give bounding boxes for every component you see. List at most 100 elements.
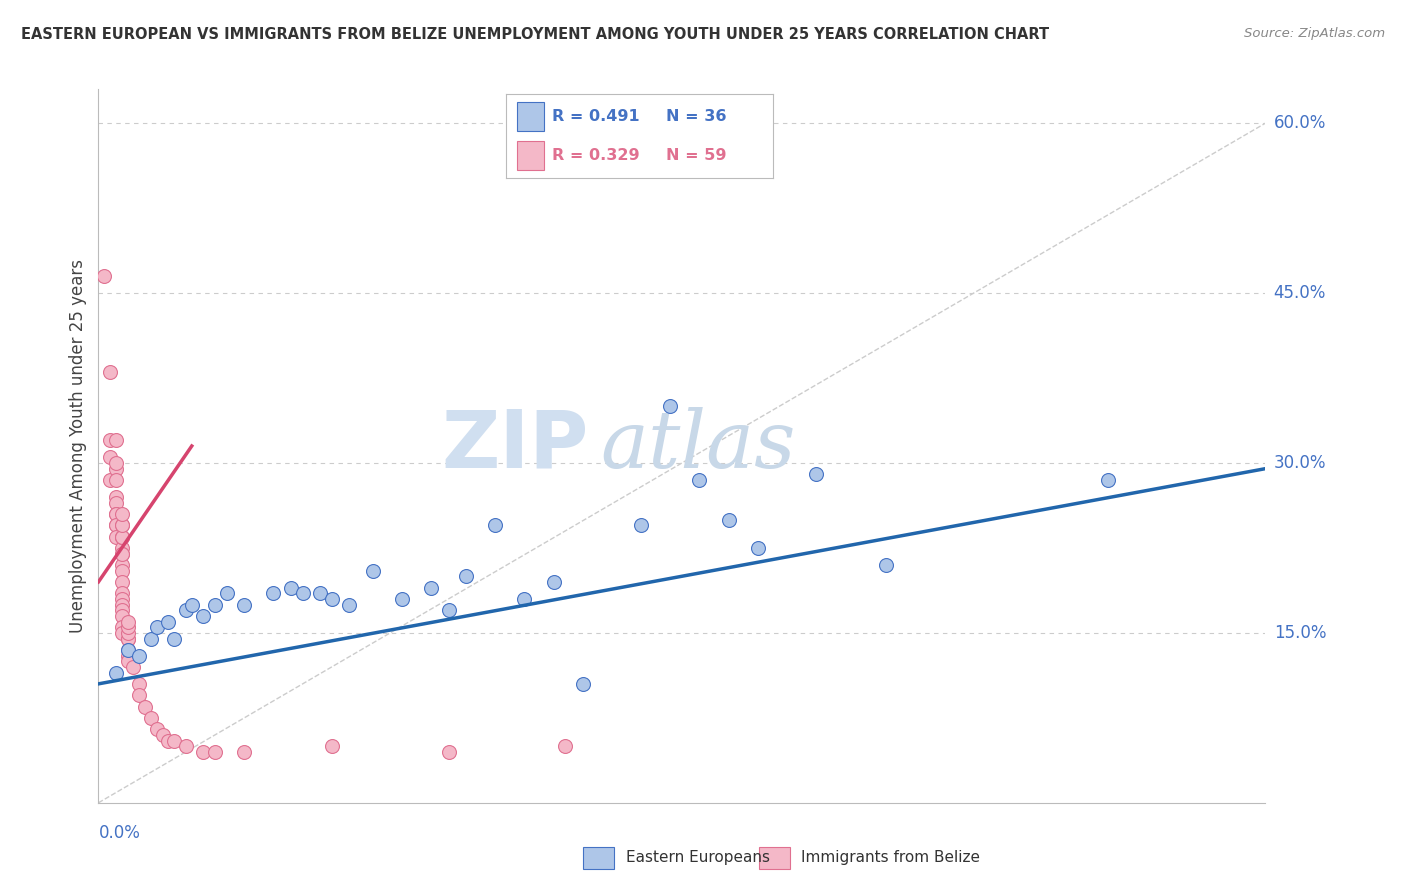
Text: atlas: atlas	[600, 408, 796, 484]
Point	[104, 461, 127, 475]
Point	[104, 665, 127, 680]
Point	[98, 450, 121, 465]
Point	[104, 495, 127, 509]
Point	[111, 603, 134, 617]
Point	[104, 456, 127, 470]
Point	[139, 711, 162, 725]
Point	[104, 473, 127, 487]
Point	[117, 632, 139, 646]
Point	[630, 518, 652, 533]
Point	[391, 591, 413, 606]
Point	[98, 365, 121, 379]
Point	[420, 581, 443, 595]
Bar	[517, 141, 544, 169]
Point	[204, 745, 226, 759]
Point	[193, 745, 215, 759]
Text: EASTERN EUROPEAN VS IMMIGRANTS FROM BELIZE UNEMPLOYMENT AMONG YOUTH UNDER 25 YEA: EASTERN EUROPEAN VS IMMIGRANTS FROM BELI…	[21, 27, 1049, 42]
Point	[111, 574, 134, 589]
Point	[554, 739, 576, 754]
Point	[111, 547, 134, 561]
Point	[111, 564, 134, 578]
Point	[174, 739, 197, 754]
Point	[104, 434, 127, 448]
Point	[747, 541, 769, 555]
Text: 0.0%: 0.0%	[98, 824, 141, 842]
Point	[104, 507, 127, 521]
Point	[875, 558, 897, 572]
Point	[215, 586, 238, 600]
Point	[262, 586, 284, 600]
Point	[309, 586, 332, 600]
Point	[111, 598, 134, 612]
Text: Eastern Europeans: Eastern Europeans	[626, 850, 769, 865]
Point	[117, 654, 139, 668]
Point	[174, 603, 197, 617]
Point	[122, 660, 145, 674]
Point	[321, 739, 343, 754]
Text: 45.0%: 45.0%	[1274, 284, 1326, 302]
Point	[513, 591, 536, 606]
Point	[437, 745, 460, 759]
Text: 15.0%: 15.0%	[1274, 624, 1326, 642]
Point	[117, 620, 139, 634]
Point	[111, 518, 134, 533]
Point	[111, 626, 134, 640]
Point	[111, 608, 134, 623]
Point	[659, 400, 682, 414]
Point	[571, 677, 593, 691]
Point	[146, 620, 169, 634]
Point	[337, 598, 360, 612]
Point	[280, 581, 302, 595]
Text: 30.0%: 30.0%	[1274, 454, 1326, 472]
Point	[128, 648, 150, 663]
Point	[104, 530, 127, 544]
Point	[104, 518, 127, 533]
Point	[437, 603, 460, 617]
Text: 60.0%: 60.0%	[1274, 114, 1326, 132]
Point	[163, 632, 186, 646]
Point	[111, 507, 134, 521]
Point	[111, 530, 134, 544]
Point	[180, 598, 202, 612]
Point	[134, 699, 156, 714]
Point	[98, 473, 121, 487]
Point	[98, 434, 121, 448]
Point	[321, 591, 343, 606]
Point	[233, 745, 256, 759]
Point	[233, 598, 256, 612]
Point	[291, 586, 314, 600]
Text: Source: ZipAtlas.com: Source: ZipAtlas.com	[1244, 27, 1385, 40]
Point	[157, 615, 180, 629]
Point	[152, 728, 174, 742]
Text: R = 0.491: R = 0.491	[551, 109, 640, 124]
Point	[111, 530, 134, 544]
Text: R = 0.329: R = 0.329	[551, 148, 640, 163]
Point	[117, 626, 139, 640]
Point	[111, 541, 134, 555]
Point	[111, 530, 134, 544]
Point	[193, 608, 215, 623]
Point	[104, 507, 127, 521]
Point	[111, 518, 134, 533]
Point	[93, 269, 115, 284]
Point	[139, 632, 162, 646]
Bar	[517, 103, 544, 131]
Point	[204, 598, 226, 612]
Point	[484, 518, 506, 533]
Point	[104, 490, 127, 504]
Text: Immigrants from Belize: Immigrants from Belize	[801, 850, 980, 865]
Point	[117, 643, 139, 657]
Point	[117, 643, 139, 657]
Point	[1097, 473, 1119, 487]
Point	[111, 620, 134, 634]
Point	[111, 586, 134, 600]
Y-axis label: Unemployment Among Youth under 25 years: Unemployment Among Youth under 25 years	[69, 259, 87, 633]
Point	[104, 518, 127, 533]
Text: ZIP: ZIP	[441, 407, 589, 485]
Text: N = 59: N = 59	[666, 148, 727, 163]
Point	[157, 733, 180, 747]
Point	[543, 574, 565, 589]
Point	[717, 513, 740, 527]
Point	[361, 564, 384, 578]
Point	[688, 473, 710, 487]
